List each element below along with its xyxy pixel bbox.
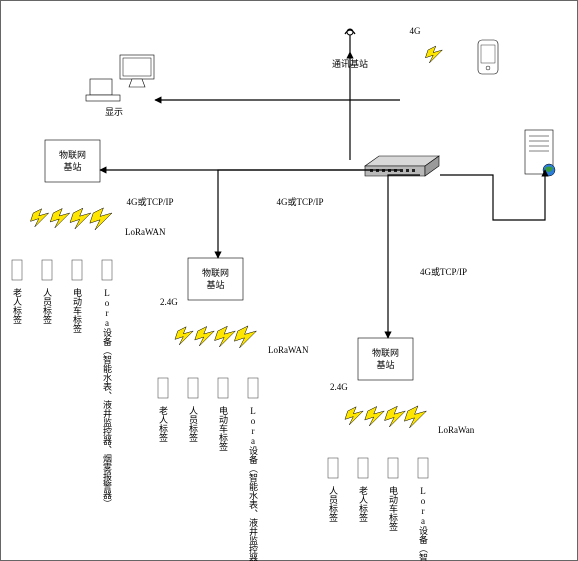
tag-box (218, 378, 228, 398)
lightning-icon (425, 46, 442, 63)
tag-box (248, 378, 258, 398)
tag-box (158, 378, 168, 398)
tag-box (358, 458, 368, 478)
display-label: 显示 (105, 107, 123, 117)
keyboard-icon (86, 95, 120, 101)
tag-label: 老人标签 (158, 405, 168, 442)
lightning-icon (195, 327, 215, 347)
gateway-label: 物联网 (372, 347, 399, 358)
link-label: 4G或TCP/IP (420, 266, 467, 277)
edge (218, 170, 400, 258)
edge (440, 170, 545, 220)
gateway-label: 物联网 (202, 267, 229, 278)
tag-box (12, 260, 22, 280)
tag-label: Lora设备（智能水表、液井监控器、烟雾报警器） (102, 288, 112, 508)
gateway-label2: 基站 (376, 359, 394, 370)
gateway-label2: 基站 (206, 279, 224, 290)
lorawan-label: LoRaWAN (125, 227, 166, 237)
tag-label: 电动车标签 (72, 287, 82, 333)
lightning-icon (90, 208, 112, 230)
link-label: 4G或TCP/IP (126, 196, 173, 207)
tag-label: 人员标签 (42, 288, 52, 324)
link-label: 4G或TCP/IP (276, 196, 323, 207)
tag-box (328, 458, 338, 478)
lightning-icon (50, 209, 70, 229)
lightning-icon (215, 326, 236, 347)
lightning-icon (404, 406, 426, 428)
tag-label: Lora设备（智能水表、液井监控器、烟雾报警器） (418, 486, 428, 561)
gateway-box (358, 338, 413, 380)
tag-label: 人员标签 (328, 486, 338, 522)
lightning-icon (385, 406, 406, 427)
tag-box (42, 260, 52, 280)
tag-label: 电动车标签 (218, 405, 228, 451)
gateway-box (45, 140, 100, 182)
tag-label: 人员标签 (188, 406, 198, 442)
tag-box (72, 260, 82, 280)
tag-label: Lora设备（智能水表、液井监控器、烟雾报警器） (248, 406, 258, 561)
gateway-label: 物联网 (59, 149, 86, 160)
lightning-icon (234, 326, 256, 348)
gateway-label2: 基站 (63, 161, 81, 172)
z24-label: 2.4G (160, 297, 178, 307)
tag-label: 老人标签 (12, 287, 22, 324)
tag-box (102, 260, 112, 280)
tag-label: 电动车标签 (388, 485, 398, 531)
tag-box (418, 458, 428, 478)
z24-label: 2.4G (330, 382, 348, 392)
tag-label: 老人标签 (358, 485, 368, 522)
tag-box (388, 458, 398, 478)
lorawan-label: LoRaWan (438, 425, 475, 435)
gateway-box (188, 258, 243, 300)
lightning-icon (345, 407, 363, 425)
lightning-icon (70, 208, 91, 229)
lightning-icon (365, 407, 385, 427)
fourg-label: 4G (410, 26, 422, 36)
lorawan-label: LoRaWAN (268, 345, 309, 355)
edge (388, 175, 420, 338)
lightning-icon (175, 327, 193, 345)
lightning-icon (30, 209, 48, 227)
tag-box (188, 378, 198, 398)
